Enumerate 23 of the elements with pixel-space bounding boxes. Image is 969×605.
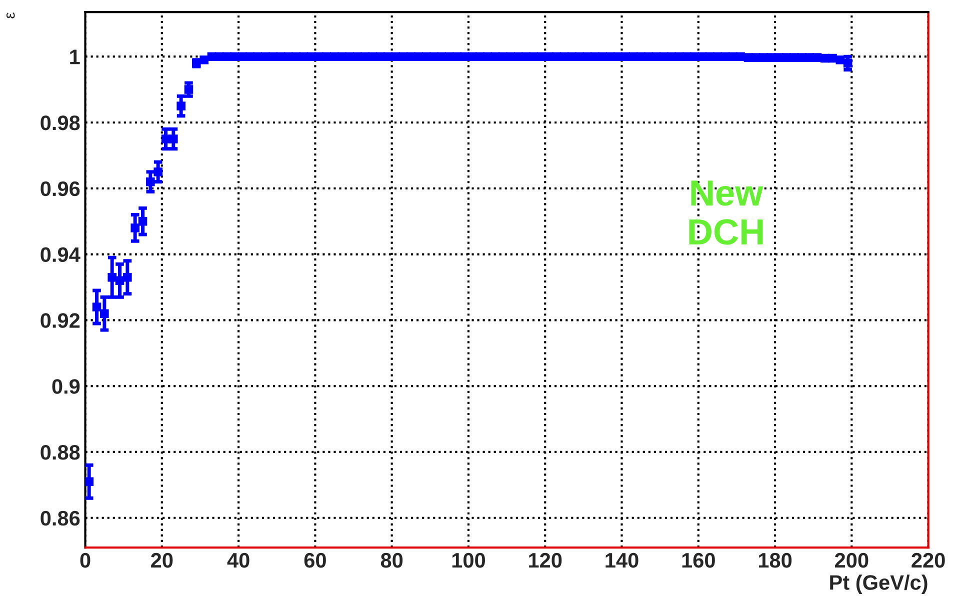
y-tick-label: 0.9	[52, 379, 80, 394]
x-tick-label: 40	[227, 552, 250, 568]
y-tick-label: 0.96	[40, 181, 80, 196]
x-tick-label: 140	[606, 552, 638, 568]
x-axis-title: Pt (GeV/c)	[830, 574, 928, 594]
y-tick-label: 0.92	[40, 313, 80, 328]
x-tick-label: 60	[304, 552, 326, 568]
x-tick-label: 160	[682, 552, 715, 568]
x-tick-label: 20	[151, 552, 173, 568]
y-tick-label: 1	[70, 50, 80, 64]
x-tick-label: 200	[835, 552, 868, 568]
y-tick-label: 0.94	[40, 247, 80, 262]
y-tick-label: 0.86	[40, 510, 80, 526]
x-tick-label: 0	[80, 552, 90, 568]
y-tick-label: 0.88	[40, 444, 80, 460]
x-tick-label: 180	[758, 552, 792, 568]
x-tick-label: 100	[452, 552, 485, 568]
x-tick-label: 120	[529, 552, 562, 568]
y-axis-title: ε	[6, 12, 15, 18]
x-tick-label: 220	[912, 552, 945, 568]
annotation: New DCH	[689, 180, 764, 245]
y-tick-label: 0.98	[40, 115, 80, 130]
x-tick-label: 80	[380, 552, 403, 568]
